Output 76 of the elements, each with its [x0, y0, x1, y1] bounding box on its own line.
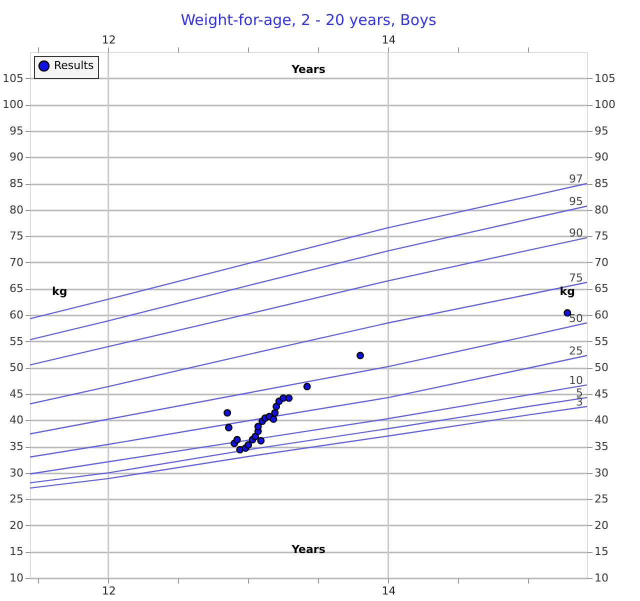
series-label: 97	[569, 172, 583, 186]
y-tick-label: 95	[10, 124, 24, 138]
y-tick-label: 70	[10, 256, 24, 269]
y-tick-label: 15	[10, 545, 24, 558]
y-tick-label: 20	[10, 518, 24, 532]
y-tick-label: 90	[10, 150, 24, 164]
chart-title: Weight-for-age, 2 - 20 years, Boys	[180, 11, 436, 29]
line-series	[29, 237, 588, 366]
y-tick-label: 75	[10, 230, 24, 243]
y2-tick-label: 85	[594, 177, 608, 190]
y2-tick-label: 20	[594, 518, 608, 532]
y2-tick-label: 25	[594, 492, 608, 506]
y-tick-label: 25	[10, 492, 24, 506]
y-tick-label: 50	[10, 361, 24, 374]
series-label: 50	[569, 312, 583, 325]
point	[271, 409, 279, 417]
y2-tick-label: 55	[594, 334, 608, 348]
y2-tick-label: 45	[594, 387, 608, 400]
y2-tick-label: 30	[594, 466, 608, 480]
line-series	[29, 406, 588, 489]
legend-label: Results	[54, 59, 94, 72]
y2-tick-label: 100	[594, 98, 616, 112]
y-tick-label: 80	[10, 203, 24, 216]
series-label: 90	[569, 226, 583, 240]
point	[270, 415, 278, 423]
y-tick-label: 10	[10, 572, 24, 584]
y-tick-label: 45	[10, 387, 24, 400]
point	[257, 436, 265, 444]
y2-tick-label: 90	[594, 150, 608, 164]
point	[233, 436, 241, 444]
line-series	[29, 396, 588, 484]
y2-tick-label: 65	[594, 282, 608, 296]
series-label: 75	[569, 271, 583, 284]
y2-tick-label: 15	[594, 545, 608, 558]
line-series	[29, 206, 588, 340]
y2-tick-label: 75	[594, 230, 608, 243]
line-series	[29, 322, 588, 434]
y2-tick-label: 95	[594, 124, 608, 138]
line-series	[29, 354, 588, 458]
series-label: 10	[569, 374, 583, 387]
y-tick-label: 30	[10, 466, 24, 480]
series-label: 95	[569, 195, 583, 208]
y2-tick-label: 80	[594, 203, 608, 216]
y-tick-label: 35	[10, 440, 24, 453]
point	[224, 409, 232, 417]
y2-tick-label: 40	[594, 414, 608, 427]
y2-tick-label: 70	[594, 256, 608, 269]
x2-tick-label: 12	[102, 34, 116, 46]
y-tick-label: 100	[2, 98, 24, 112]
point	[236, 446, 244, 454]
y2-axis-title: kg	[560, 285, 575, 298]
y-tick-label: 40	[10, 414, 24, 427]
y2-tick-label: 10	[594, 572, 608, 584]
y2-tick-label: 50	[594, 361, 608, 374]
y-tick-label: 55	[10, 334, 24, 348]
y-tick-label: 105	[2, 72, 24, 85]
point	[254, 422, 262, 430]
point	[303, 382, 311, 390]
point	[356, 352, 364, 360]
line-series	[29, 384, 588, 474]
x2-axis-title: Years	[290, 63, 326, 76]
series-label: 25	[569, 344, 583, 358]
y-tick-label: 60	[10, 308, 24, 322]
y-axis-title: kg	[52, 285, 68, 298]
point	[285, 394, 293, 402]
y2-tick-label: 105	[594, 72, 616, 85]
y-tick-label: 85	[10, 177, 24, 190]
point	[224, 424, 232, 432]
line-series	[29, 282, 588, 404]
x-axis-title: Years	[290, 543, 326, 556]
y2-tick-label: 35	[594, 440, 608, 453]
x2-tick-label: 14	[382, 34, 396, 46]
point	[272, 402, 280, 410]
y2-tick-label: 60	[594, 308, 608, 322]
point	[244, 441, 252, 449]
y-tick-label: 65	[10, 282, 24, 296]
